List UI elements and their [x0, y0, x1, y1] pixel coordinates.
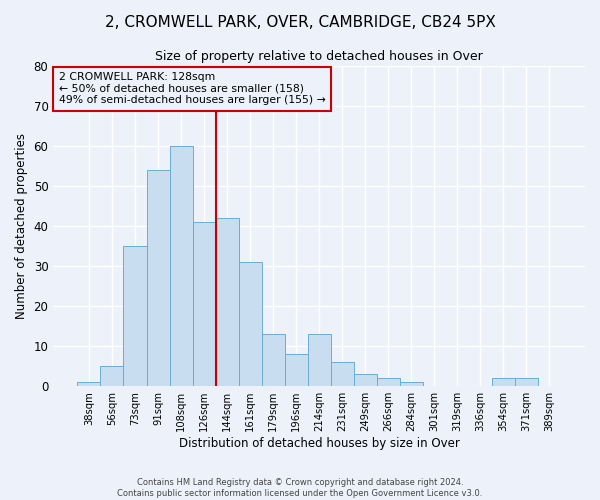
Bar: [215, 218, 239, 386]
Bar: [284, 354, 308, 386]
Bar: [400, 382, 423, 386]
Bar: [353, 374, 377, 386]
Y-axis label: Number of detached properties: Number of detached properties: [15, 133, 28, 319]
Bar: [331, 362, 353, 386]
Text: Contains HM Land Registry data © Crown copyright and database right 2024.
Contai: Contains HM Land Registry data © Crown c…: [118, 478, 482, 498]
Bar: [377, 378, 400, 386]
Bar: [100, 366, 124, 386]
Bar: [262, 334, 284, 386]
Bar: [492, 378, 515, 386]
Text: 2, CROMWELL PARK, OVER, CAMBRIDGE, CB24 5PX: 2, CROMWELL PARK, OVER, CAMBRIDGE, CB24 …: [104, 15, 496, 30]
Bar: [308, 334, 331, 386]
Title: Size of property relative to detached houses in Over: Size of property relative to detached ho…: [155, 50, 483, 63]
Bar: [124, 246, 146, 386]
Bar: [77, 382, 100, 386]
Bar: [239, 262, 262, 386]
Text: 2 CROMWELL PARK: 128sqm
← 50% of detached houses are smaller (158)
49% of semi-d: 2 CROMWELL PARK: 128sqm ← 50% of detache…: [59, 72, 325, 105]
X-axis label: Distribution of detached houses by size in Over: Distribution of detached houses by size …: [179, 437, 460, 450]
Bar: [515, 378, 538, 386]
Bar: [170, 146, 193, 386]
Bar: [146, 170, 170, 386]
Bar: [193, 222, 215, 386]
